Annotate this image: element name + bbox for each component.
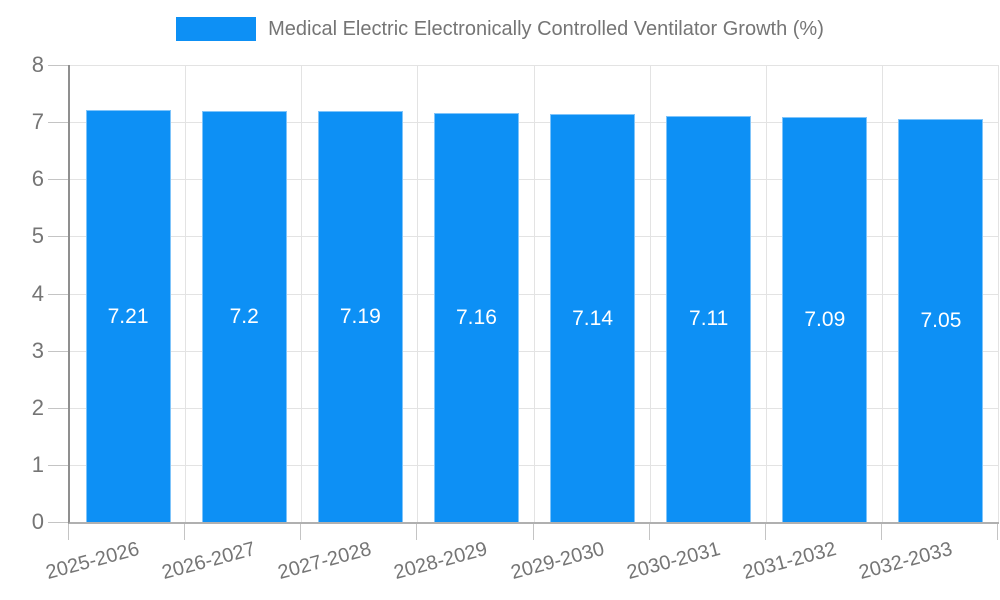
gridline-h <box>70 179 999 181</box>
gridline-v <box>533 65 535 522</box>
bar-value-label: 7.21 <box>107 304 149 328</box>
bar: 7.2 <box>201 110 287 522</box>
gridline-v <box>185 65 187 522</box>
bar: 7.11 <box>666 115 752 522</box>
bar-value-label: 7.14 <box>572 306 613 330</box>
x-tick <box>648 524 650 540</box>
x-tick <box>184 524 186 540</box>
gridline-v <box>301 65 303 522</box>
gridline-v <box>998 65 999 522</box>
x-tick <box>68 524 69 540</box>
bar: 7.09 <box>782 116 868 522</box>
y-tick <box>48 350 68 352</box>
chart-legend: Medical Electric Electronically Controll… <box>0 17 1000 41</box>
y-axis-label: 8 <box>31 52 44 77</box>
y-tick <box>48 293 68 295</box>
gridline-h <box>70 464 999 466</box>
gridline-v <box>649 65 651 522</box>
x-tick <box>997 524 998 540</box>
y-tick <box>48 464 68 466</box>
bar-value-label: 7.19 <box>339 305 381 329</box>
y-tick <box>48 236 68 238</box>
y-axis-label: 5 <box>31 223 44 249</box>
y-tick <box>48 179 68 181</box>
bar-value-label: 7.2 <box>229 304 259 328</box>
x-tick <box>532 524 534 540</box>
x-tick <box>416 524 418 540</box>
gridline-h <box>70 350 999 352</box>
y-axis-label: 6 <box>31 166 44 192</box>
y-axis-label: 2 <box>31 394 44 420</box>
bar-value-label: 7.16 <box>456 305 497 329</box>
x-tick <box>300 524 302 540</box>
y-tick <box>48 122 68 124</box>
gridline-v <box>765 65 767 522</box>
x-tick <box>764 524 766 540</box>
legend-label: Medical Electric Electronically Controll… <box>268 17 824 40</box>
gridline-h <box>70 122 999 124</box>
y-axis-label: 4 <box>31 280 44 306</box>
y-axis-label: 1 <box>31 451 44 477</box>
gridline-h <box>70 236 999 238</box>
gridline-v <box>881 65 883 522</box>
bar: 7.14 <box>550 114 636 522</box>
plot-area: 7.21 7.2 7.19 7.16 7.14 7.11 7.09 7.05 <box>68 65 999 524</box>
bar-value-label: 7.09 <box>804 307 846 331</box>
y-axis-label: 0 <box>31 509 44 534</box>
bar: 7.19 <box>317 111 403 522</box>
gridline-h <box>70 65 999 66</box>
bar-value-label: 7.11 <box>689 307 729 331</box>
y-axis-label: 3 <box>31 337 44 363</box>
bar: 7.05 <box>898 119 984 522</box>
bar-value-label: 7.05 <box>920 309 962 333</box>
gridline-v <box>417 65 419 522</box>
gridline-h <box>70 407 999 409</box>
legend-swatch <box>176 17 257 41</box>
bar: 7.21 <box>85 110 171 522</box>
gridline-h <box>70 293 999 295</box>
y-tick <box>48 522 68 523</box>
y-tick <box>48 65 68 66</box>
y-axis-label: 7 <box>31 109 44 135</box>
x-tick <box>880 524 882 540</box>
bar: 7.16 <box>433 112 519 522</box>
y-tick <box>48 407 68 409</box>
